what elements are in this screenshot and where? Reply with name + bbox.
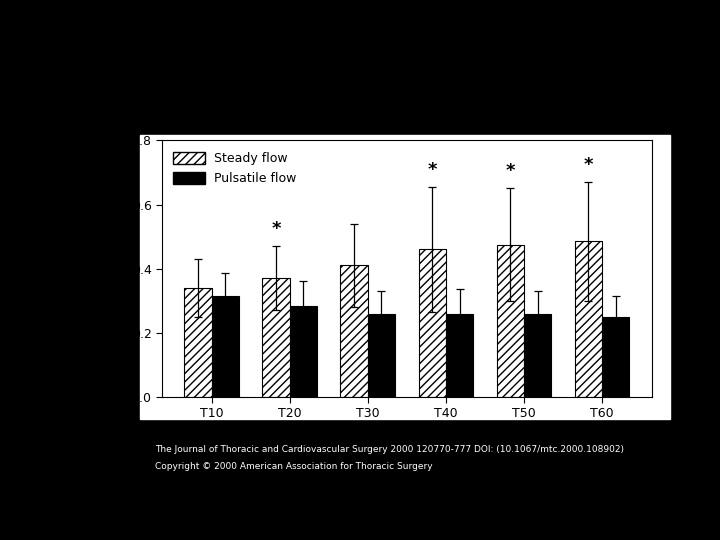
Text: *: *: [428, 161, 437, 179]
Text: Fig. 5: Fig. 5: [341, 19, 379, 33]
Bar: [418, 249, 446, 397]
Text: The Journal of Thoracic and Cardiovascular Surgery 2000 120770-777 DOI: (10.1067: The Journal of Thoracic and Cardiovascul…: [155, 446, 624, 455]
Bar: [262, 278, 289, 397]
Text: Copyright © 2000 American Association for Thoracic Surgery: Copyright © 2000 American Association fo…: [155, 462, 433, 471]
Legend: Steady flow, Pulsatile flow: Steady flow, Pulsatile flow: [168, 147, 302, 190]
Text: *: *: [584, 156, 593, 174]
Bar: [446, 314, 473, 397]
Text: *: *: [271, 220, 281, 238]
Bar: [341, 266, 368, 397]
Bar: [575, 241, 602, 397]
Text: *: *: [505, 163, 515, 180]
Bar: [212, 296, 239, 397]
Y-axis label: mmHg/ml/kg/min: mmHg/ml/kg/min: [113, 214, 126, 323]
Bar: [368, 314, 395, 397]
Bar: [524, 314, 552, 397]
Bar: [184, 288, 212, 397]
Bar: [289, 306, 317, 397]
Bar: [602, 318, 629, 397]
Bar: [497, 245, 524, 397]
Text: Time: Time: [662, 422, 693, 435]
